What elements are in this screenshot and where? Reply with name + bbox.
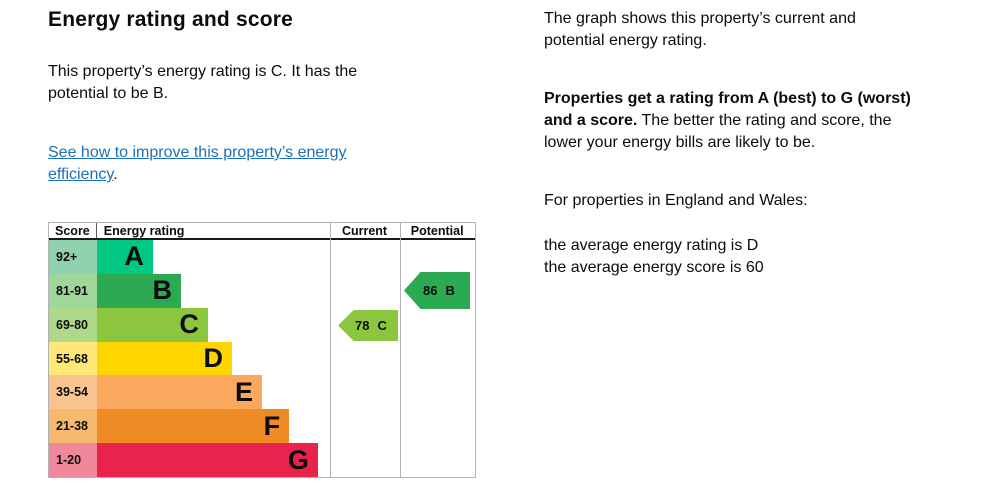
average-rating-line: the average energy rating is D [544,237,759,254]
rating-bar: A [97,240,153,274]
score-range-cell: 92+ [49,240,97,274]
improve-link-line-2: efficiency [48,166,114,183]
explainer-line-2-rest: The better the rating and score, the [637,112,892,129]
rating-bar-area: A [97,240,331,274]
explainer-line-2-bold: and a score. [544,112,638,129]
score-range-cell: 81-91 [49,273,97,308]
graph-intro-line-2: potential energy rating. [544,32,707,49]
energy-rating-chart: Score Energy rating Current Potential 92… [48,222,476,478]
property-rating-summary: This property’s energy rating is C. It h… [48,61,438,105]
graph-intro-line-1: The graph shows this property’s current … [544,10,856,27]
score-range-cell: 55-68 [49,341,97,376]
rating-bar-area: C [97,307,331,342]
chart-body: 92+ A 81-91 B 69-80 C 55-68 D 39-54 [49,240,475,478]
band-row-g: 1-20 G [49,443,475,478]
averages-paragraph: the average energy rating is D the avera… [544,235,764,279]
potential-column-divider [400,223,401,477]
rating-bar: C [97,307,208,342]
explainer-line-3: lower your energy bills are likely to be… [544,134,816,151]
header-potential: Potential [410,223,464,238]
explainer-line-1: Properties get a rating from A (best) to… [544,90,911,107]
rating-bar: G [97,443,318,478]
band-letter: A [124,241,144,272]
rating-bar-area: F [97,409,331,444]
potential-score-value: 86 [423,283,438,298]
band-row-d: 55-68 D [49,341,475,376]
rating-bar-area: B [97,273,331,308]
page-title: Energy rating and score [48,8,294,31]
rating-bar: B [97,273,181,308]
band-letter: D [203,343,224,373]
band-row-f: 21-38 F [49,409,475,444]
score-range-cell: 39-54 [49,375,97,410]
band-letter: G [287,444,309,475]
band-letter: C [179,309,199,340]
rating-bar: E [97,375,262,410]
score-range-cell: 69-80 [49,307,97,342]
rating-bar-area: D [97,341,331,376]
average-score-line: the average energy score is 60 [544,259,764,276]
rating-explainer-paragraph: Properties get a rating from A (best) to… [544,88,911,154]
rating-bar: D [97,341,233,376]
improve-link-block: See how to improve this property’s energ… [48,142,428,186]
band-row-e: 39-54 E [49,375,475,410]
band-letter: B [152,275,173,306]
band-row-c: 69-80 C [49,307,475,342]
band-row-b: 81-91 B [49,273,475,308]
region-heading: For properties in England and Wales: [544,192,808,209]
header-current: Current [341,223,388,238]
improve-link-line-1: See how to improve this property’s energ… [48,144,347,161]
band-letter: E [234,376,253,407]
band-letter: F [263,410,281,441]
current-score-value: 78 [355,318,370,333]
summary-line-1: This property’s energy rating is C. It h… [48,63,358,80]
graph-intro-paragraph: The graph shows this property’s current … [544,8,856,52]
score-range-cell: 21-38 [49,409,97,444]
header-energy-rating: Energy rating [103,223,185,238]
band-row-a: 92+ A [49,240,475,274]
current-column-divider [330,223,331,477]
score-range-cell: 1-20 [49,443,97,478]
header-score: Score [49,223,97,238]
rating-bar-area: G [97,443,331,478]
chart-header-row: Score Energy rating Current Potential [49,223,475,240]
potential-band-letter: B [445,283,455,298]
improve-efficiency-link[interactable]: See how to improve this property’s energ… [48,144,347,183]
rating-bar-area: E [97,375,331,410]
improve-link-suffix: . [113,166,118,183]
summary-line-2: potential to be B. [48,85,169,102]
rating-bar: F [97,409,290,444]
current-band-letter: C [377,318,387,333]
